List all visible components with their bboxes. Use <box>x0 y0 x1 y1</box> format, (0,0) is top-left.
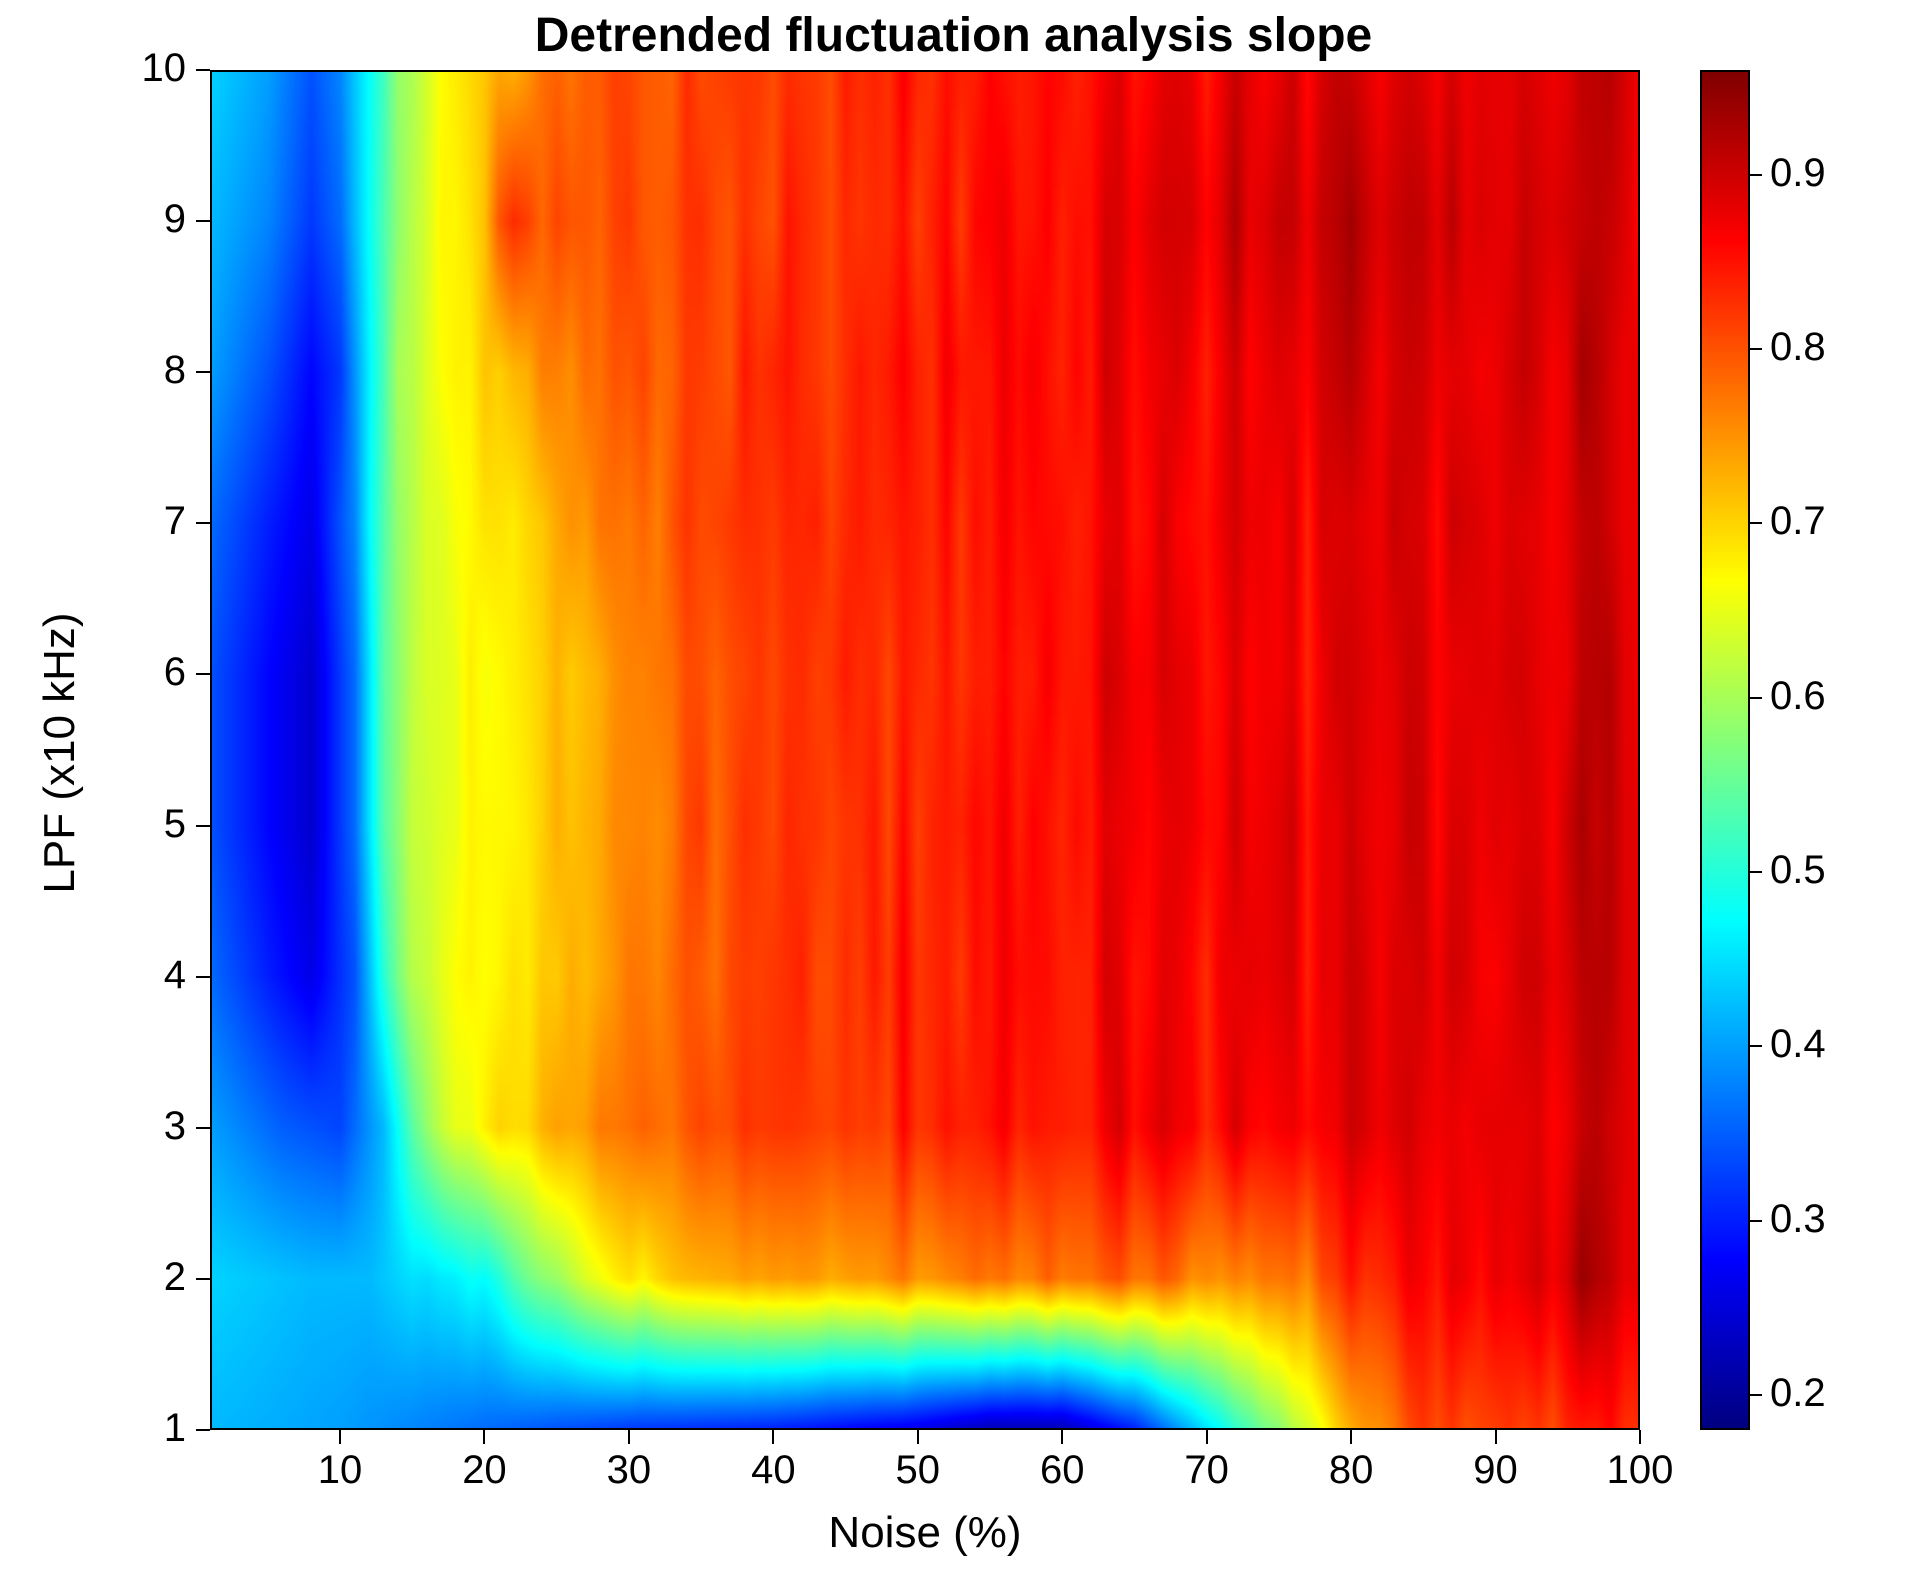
y-tick <box>196 1127 210 1129</box>
x-tick <box>1639 1430 1641 1444</box>
chart-title: Detrended fluctuation analysis slope <box>0 8 1907 63</box>
colorbar-tick <box>1750 697 1762 699</box>
colorbar-tick <box>1750 348 1762 350</box>
y-tick <box>196 371 210 373</box>
y-axis-label: LPF (x10 kHz) <box>35 73 85 1433</box>
x-tick-label: 40 <box>733 1448 813 1493</box>
y-tick-label: 2 <box>106 1255 186 1300</box>
x-tick <box>628 1430 630 1444</box>
colorbar <box>1700 70 1750 1430</box>
y-tick-label: 3 <box>106 1104 186 1149</box>
colorbar-tick-label: 0.4 <box>1770 1022 1826 1067</box>
y-tick-label: 9 <box>106 197 186 242</box>
colorbar-tick-label: 0.9 <box>1770 151 1826 196</box>
colorbar-tick-label: 0.7 <box>1770 499 1826 544</box>
colorbar-tick-label: 0.5 <box>1770 848 1826 893</box>
y-tick <box>196 69 210 71</box>
y-tick <box>196 522 210 524</box>
x-tick-label: 80 <box>1311 1448 1391 1493</box>
heatmap-canvas <box>210 70 1640 1430</box>
y-tick-label: 1 <box>106 1406 186 1451</box>
colorbar-tick <box>1750 1045 1762 1047</box>
x-tick-label: 20 <box>444 1448 524 1493</box>
colorbar-tick-label: 0.6 <box>1770 674 1826 719</box>
colorbar-tick-label: 0.2 <box>1770 1371 1826 1416</box>
x-tick-label: 30 <box>589 1448 669 1493</box>
colorbar-canvas <box>1700 70 1750 1430</box>
x-tick <box>1206 1430 1208 1444</box>
y-tick <box>196 220 210 222</box>
y-tick-label: 5 <box>106 802 186 847</box>
x-tick <box>1061 1430 1063 1444</box>
y-tick-label: 4 <box>106 953 186 998</box>
colorbar-tick <box>1750 871 1762 873</box>
x-tick <box>1495 1430 1497 1444</box>
colorbar-tick-label: 0.8 <box>1770 325 1826 370</box>
x-tick-label: 100 <box>1600 1448 1680 1493</box>
x-axis-label: Noise (%) <box>210 1508 1640 1558</box>
colorbar-tick <box>1750 174 1762 176</box>
y-tick <box>196 1429 210 1431</box>
x-tick-label: 50 <box>878 1448 958 1493</box>
x-tick <box>917 1430 919 1444</box>
x-tick <box>483 1430 485 1444</box>
x-tick-label: 70 <box>1167 1448 1247 1493</box>
heatmap-axes <box>210 70 1640 1430</box>
x-tick-label: 60 <box>1022 1448 1102 1493</box>
y-tick-label: 8 <box>106 348 186 393</box>
x-tick <box>339 1430 341 1444</box>
x-tick-label: 10 <box>300 1448 380 1493</box>
y-tick <box>196 825 210 827</box>
colorbar-tick <box>1750 1394 1762 1396</box>
colorbar-tick <box>1750 1220 1762 1222</box>
y-tick <box>196 673 210 675</box>
y-tick <box>196 976 210 978</box>
figure: Detrended fluctuation analysis slope Noi… <box>0 0 1907 1589</box>
y-tick-label: 6 <box>106 650 186 695</box>
x-tick <box>772 1430 774 1444</box>
colorbar-tick <box>1750 522 1762 524</box>
y-tick-label: 10 <box>106 46 186 91</box>
y-tick <box>196 1278 210 1280</box>
colorbar-tick-label: 0.3 <box>1770 1197 1826 1242</box>
y-tick-label: 7 <box>106 499 186 544</box>
x-tick-label: 90 <box>1456 1448 1536 1493</box>
x-tick <box>1350 1430 1352 1444</box>
